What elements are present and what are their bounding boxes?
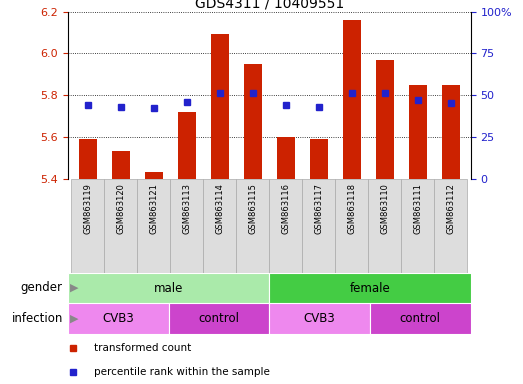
Bar xyxy=(277,137,295,179)
Bar xyxy=(112,151,130,179)
Text: ▶: ▶ xyxy=(70,314,78,324)
Text: GSM863115: GSM863115 xyxy=(248,183,257,234)
Bar xyxy=(401,179,435,273)
Bar xyxy=(269,303,370,334)
Text: GSM863121: GSM863121 xyxy=(149,183,158,234)
Text: GSM863118: GSM863118 xyxy=(347,183,356,234)
Text: male: male xyxy=(154,281,184,295)
Text: CVB3: CVB3 xyxy=(304,312,336,325)
Bar xyxy=(170,179,203,273)
Bar xyxy=(168,303,269,334)
Bar xyxy=(269,179,302,273)
Text: GSM863110: GSM863110 xyxy=(380,183,390,234)
Text: GSM863114: GSM863114 xyxy=(215,183,224,234)
Bar xyxy=(71,179,104,273)
Bar xyxy=(68,303,168,334)
Text: gender: gender xyxy=(21,281,63,295)
Bar xyxy=(145,172,163,179)
Bar xyxy=(269,273,471,303)
Bar xyxy=(435,179,468,273)
Text: GSM863117: GSM863117 xyxy=(314,183,323,234)
Bar xyxy=(79,139,97,179)
Text: GSM863119: GSM863119 xyxy=(83,183,92,234)
Bar xyxy=(370,303,471,334)
Bar xyxy=(335,179,368,273)
Text: transformed count: transformed count xyxy=(94,343,191,353)
Text: control: control xyxy=(199,312,240,325)
Bar xyxy=(68,273,269,303)
Text: GSM863113: GSM863113 xyxy=(183,183,191,234)
Text: infection: infection xyxy=(12,312,63,325)
Bar xyxy=(104,179,138,273)
Text: GSM863120: GSM863120 xyxy=(116,183,126,234)
Bar xyxy=(302,179,335,273)
Text: GSM863112: GSM863112 xyxy=(447,183,456,234)
Bar xyxy=(203,179,236,273)
Text: ▶: ▶ xyxy=(70,283,78,293)
Bar xyxy=(442,84,460,179)
Title: GDS4311 / 10409551: GDS4311 / 10409551 xyxy=(195,0,344,10)
Bar xyxy=(138,179,170,273)
Text: GSM863116: GSM863116 xyxy=(281,183,290,234)
Text: CVB3: CVB3 xyxy=(103,312,134,325)
Text: female: female xyxy=(350,281,390,295)
Bar xyxy=(236,179,269,273)
Bar xyxy=(310,139,328,179)
Bar xyxy=(409,84,427,179)
Text: control: control xyxy=(400,312,441,325)
Bar xyxy=(178,112,196,179)
Bar xyxy=(368,179,401,273)
Text: GSM863111: GSM863111 xyxy=(413,183,423,234)
Text: percentile rank within the sample: percentile rank within the sample xyxy=(94,367,270,377)
Bar xyxy=(244,64,262,179)
Bar xyxy=(343,20,361,179)
Bar xyxy=(376,60,394,179)
Bar xyxy=(211,35,229,179)
